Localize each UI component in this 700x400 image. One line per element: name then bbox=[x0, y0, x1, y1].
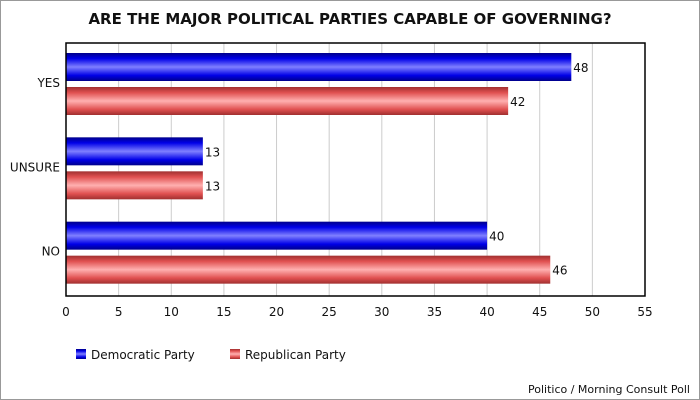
x-tick-label: 30 bbox=[374, 305, 389, 319]
y-category-label: UNSURE bbox=[10, 160, 60, 174]
x-tick-label: 35 bbox=[427, 305, 442, 319]
x-tick-label: 15 bbox=[216, 305, 231, 319]
data-label: 46 bbox=[552, 264, 567, 278]
legend-swatch bbox=[230, 349, 240, 359]
x-tick-label: 55 bbox=[637, 305, 652, 319]
bar-democratic bbox=[66, 137, 203, 166]
data-label: 42 bbox=[510, 95, 525, 109]
bar-republican bbox=[66, 87, 509, 115]
legend-label: Republican Party bbox=[245, 348, 346, 362]
x-tick-label: 40 bbox=[479, 305, 494, 319]
x-tick-label: 45 bbox=[532, 305, 547, 319]
x-tick-label: 25 bbox=[322, 305, 337, 319]
legend-swatch bbox=[76, 349, 86, 359]
x-tick-label: 50 bbox=[585, 305, 600, 319]
bar-republican bbox=[66, 171, 203, 200]
data-label: 48 bbox=[573, 61, 588, 75]
x-tick-label: 10 bbox=[164, 305, 179, 319]
data-label: 13 bbox=[205, 145, 220, 159]
y-category-label: YES bbox=[36, 76, 60, 90]
bar-democratic bbox=[66, 53, 572, 81]
x-tick-label: 20 bbox=[269, 305, 284, 319]
chart-source: Politico / Morning Consult Poll bbox=[528, 383, 690, 396]
y-category-label: NO bbox=[42, 245, 60, 259]
bar-republican bbox=[66, 255, 551, 284]
plot-border bbox=[65, 42, 646, 297]
x-tick-label: 5 bbox=[115, 305, 123, 319]
x-tick-label: 0 bbox=[62, 305, 70, 319]
chart-title: ARE THE MAJOR POLITICAL PARTIES CAPABLE … bbox=[88, 10, 611, 28]
bar-democratic bbox=[66, 221, 488, 250]
data-label: 40 bbox=[489, 230, 504, 244]
legend-label: Democratic Party bbox=[91, 348, 195, 362]
data-label: 13 bbox=[205, 179, 220, 193]
